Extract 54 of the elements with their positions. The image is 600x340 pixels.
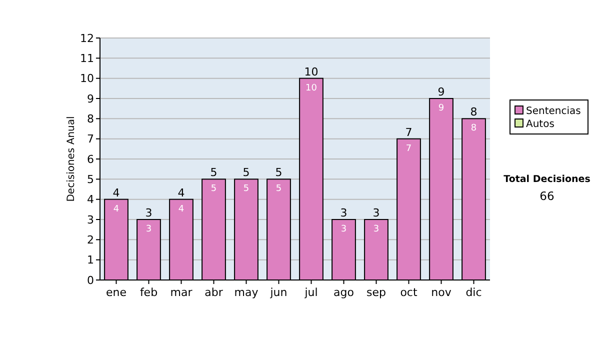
y-tick-label: 4 [87,193,94,206]
y-tick-label: 0 [87,274,94,287]
total-label: 3 [372,206,380,220]
legend-label: Autos [526,119,554,130]
y-tick-label: 11 [80,52,94,66]
y-tick-label: 1 [87,254,94,267]
x-tick-label: may [234,286,259,299]
y-tick-label: 6 [87,152,94,166]
x-tick-label: nov [431,286,452,299]
legend-label: Sentencias [526,106,581,117]
data-label: 4 [113,204,120,214]
y-tick-label: 10 [80,72,94,86]
y-tick-label: 5 [87,173,94,186]
data-label: 5 [210,184,217,194]
x-tick-label: jun [269,286,288,299]
total-label: 7 [405,126,412,139]
total-label: 4 [112,186,120,200]
data-label: 3 [146,224,152,234]
text: 66 [540,189,554,203]
total-label: 4 [178,186,185,200]
total-label: 5 [242,166,250,180]
total-label: 3 [145,206,152,220]
x-tick-label: ago [334,286,354,299]
y-tick-label: 3 [87,213,94,226]
x-tick-label: abr [204,286,224,299]
data-label: 3 [373,224,380,234]
y-tick-label: 8 [87,112,94,126]
data-label: 7 [406,144,412,154]
y-tick-label: 9 [87,92,94,106]
total-label: 8 [470,106,478,119]
data-label: 9 [438,104,444,114]
data-label: 3 [340,224,347,234]
y-tick-label: 12 [80,32,94,45]
data-label: 4 [178,204,184,214]
x-tick-label: jul [304,286,318,299]
total-label: 10 [304,65,318,78]
total-label: 9 [438,86,445,98]
total-label: 5 [210,166,218,180]
data-label: 10 [306,83,318,94]
x-tick-label: oct [400,286,418,299]
total-label: 3 [340,206,348,220]
text: Total Decisiones [504,174,591,185]
x-tick-label: feb [140,286,158,299]
y-tick-label: 2 [87,234,94,247]
data-label: 8 [470,124,477,134]
y-tick-label: 7 [87,132,94,146]
data-label: 5 [276,184,282,194]
y-axis-title: Decisiones Anual [66,116,77,202]
x-tick-label: ene [106,286,127,299]
x-tick-label: dic [466,286,482,299]
x-tick-label: mar [170,286,193,299]
data-label: 5 [243,184,250,194]
total-label: 5 [275,166,282,180]
x-tick-label: sep [366,286,386,299]
